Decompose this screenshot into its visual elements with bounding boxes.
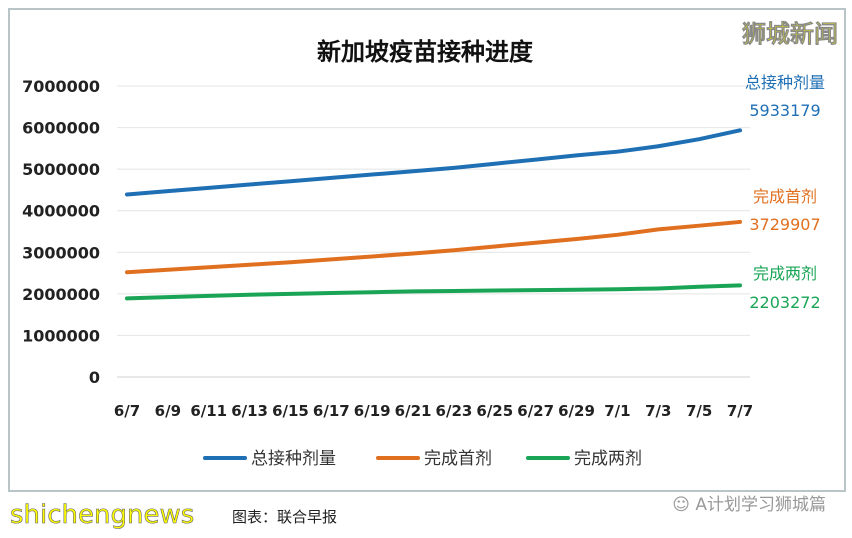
x-tick-label: 7/5 (686, 402, 712, 420)
x-tick-label: 6/15 (272, 402, 309, 420)
chart-title: 新加坡疫苗接种进度 (317, 38, 534, 66)
legend-label: 完成两剂 (574, 449, 642, 469)
y-tick-label: 7000000 (22, 77, 100, 96)
y-tick-label: 6000000 (22, 119, 100, 138)
wechat-source: ☺ A计划学习狮城篇 (672, 490, 826, 515)
legend-label: 完成首剂 (424, 449, 492, 469)
x-tick-label: 6/7 (114, 402, 140, 420)
series-line-1 (125, 219, 742, 275)
legend-label: 总接种剂量 (251, 449, 336, 469)
x-tick-label: 6/29 (558, 402, 595, 420)
series-line-2 (125, 283, 742, 301)
x-tick-label: 6/11 (190, 402, 227, 420)
y-tick-label: 0 (89, 368, 100, 387)
x-tick-label: 6/25 (476, 402, 513, 420)
y-tick-label: 3000000 (22, 243, 100, 262)
x-tick-label: 7/7 (727, 402, 753, 420)
x-tick-label: 6/13 (231, 402, 268, 420)
line-chart: 新加坡疫苗接种进度 0 1000000 2000000 3000000 4000000 50… (22, 38, 825, 469)
x-tick-label: 6/23 (436, 402, 473, 420)
wechat-icon: ☺ (672, 495, 696, 515)
end-label-name: 完成两剂 (753, 264, 817, 283)
watermark-logo-top: 狮城新闻 (742, 20, 839, 49)
y-tick-label: 1000000 (22, 326, 100, 345)
x-tick-label: 6/27 (517, 402, 554, 420)
end-label-value: 3729907 (749, 215, 820, 234)
x-tick-label: 6/21 (395, 402, 432, 420)
wechat-source-text: A计划学习狮城篇 (695, 495, 826, 515)
y-tick-label: 5000000 (22, 160, 100, 179)
x-tick-label: 6/17 (313, 402, 350, 420)
x-tick-label: 6/19 (354, 402, 391, 420)
end-label-name: 完成首剂 (753, 187, 817, 206)
end-label-value: 2203272 (749, 293, 820, 312)
y-tick-label: 4000000 (22, 202, 100, 221)
y-tick-label: 2000000 (22, 285, 100, 304)
caption: 图表：联合早报 (232, 508, 338, 526)
watermark-bottom: shichengnews (10, 500, 195, 531)
x-tick-label: 6/9 (155, 402, 181, 420)
x-tick-label: 7/3 (645, 402, 671, 420)
end-label-value: 5933179 (749, 101, 820, 120)
end-label-name: 总接种剂量 (745, 73, 825, 92)
x-tick-label: 7/1 (604, 402, 630, 420)
series-line-0 (125, 128, 742, 197)
chart-frame: 新加坡疫苗接种进度 0 1000000 2000000 3000000 4000000 50… (8, 8, 846, 492)
